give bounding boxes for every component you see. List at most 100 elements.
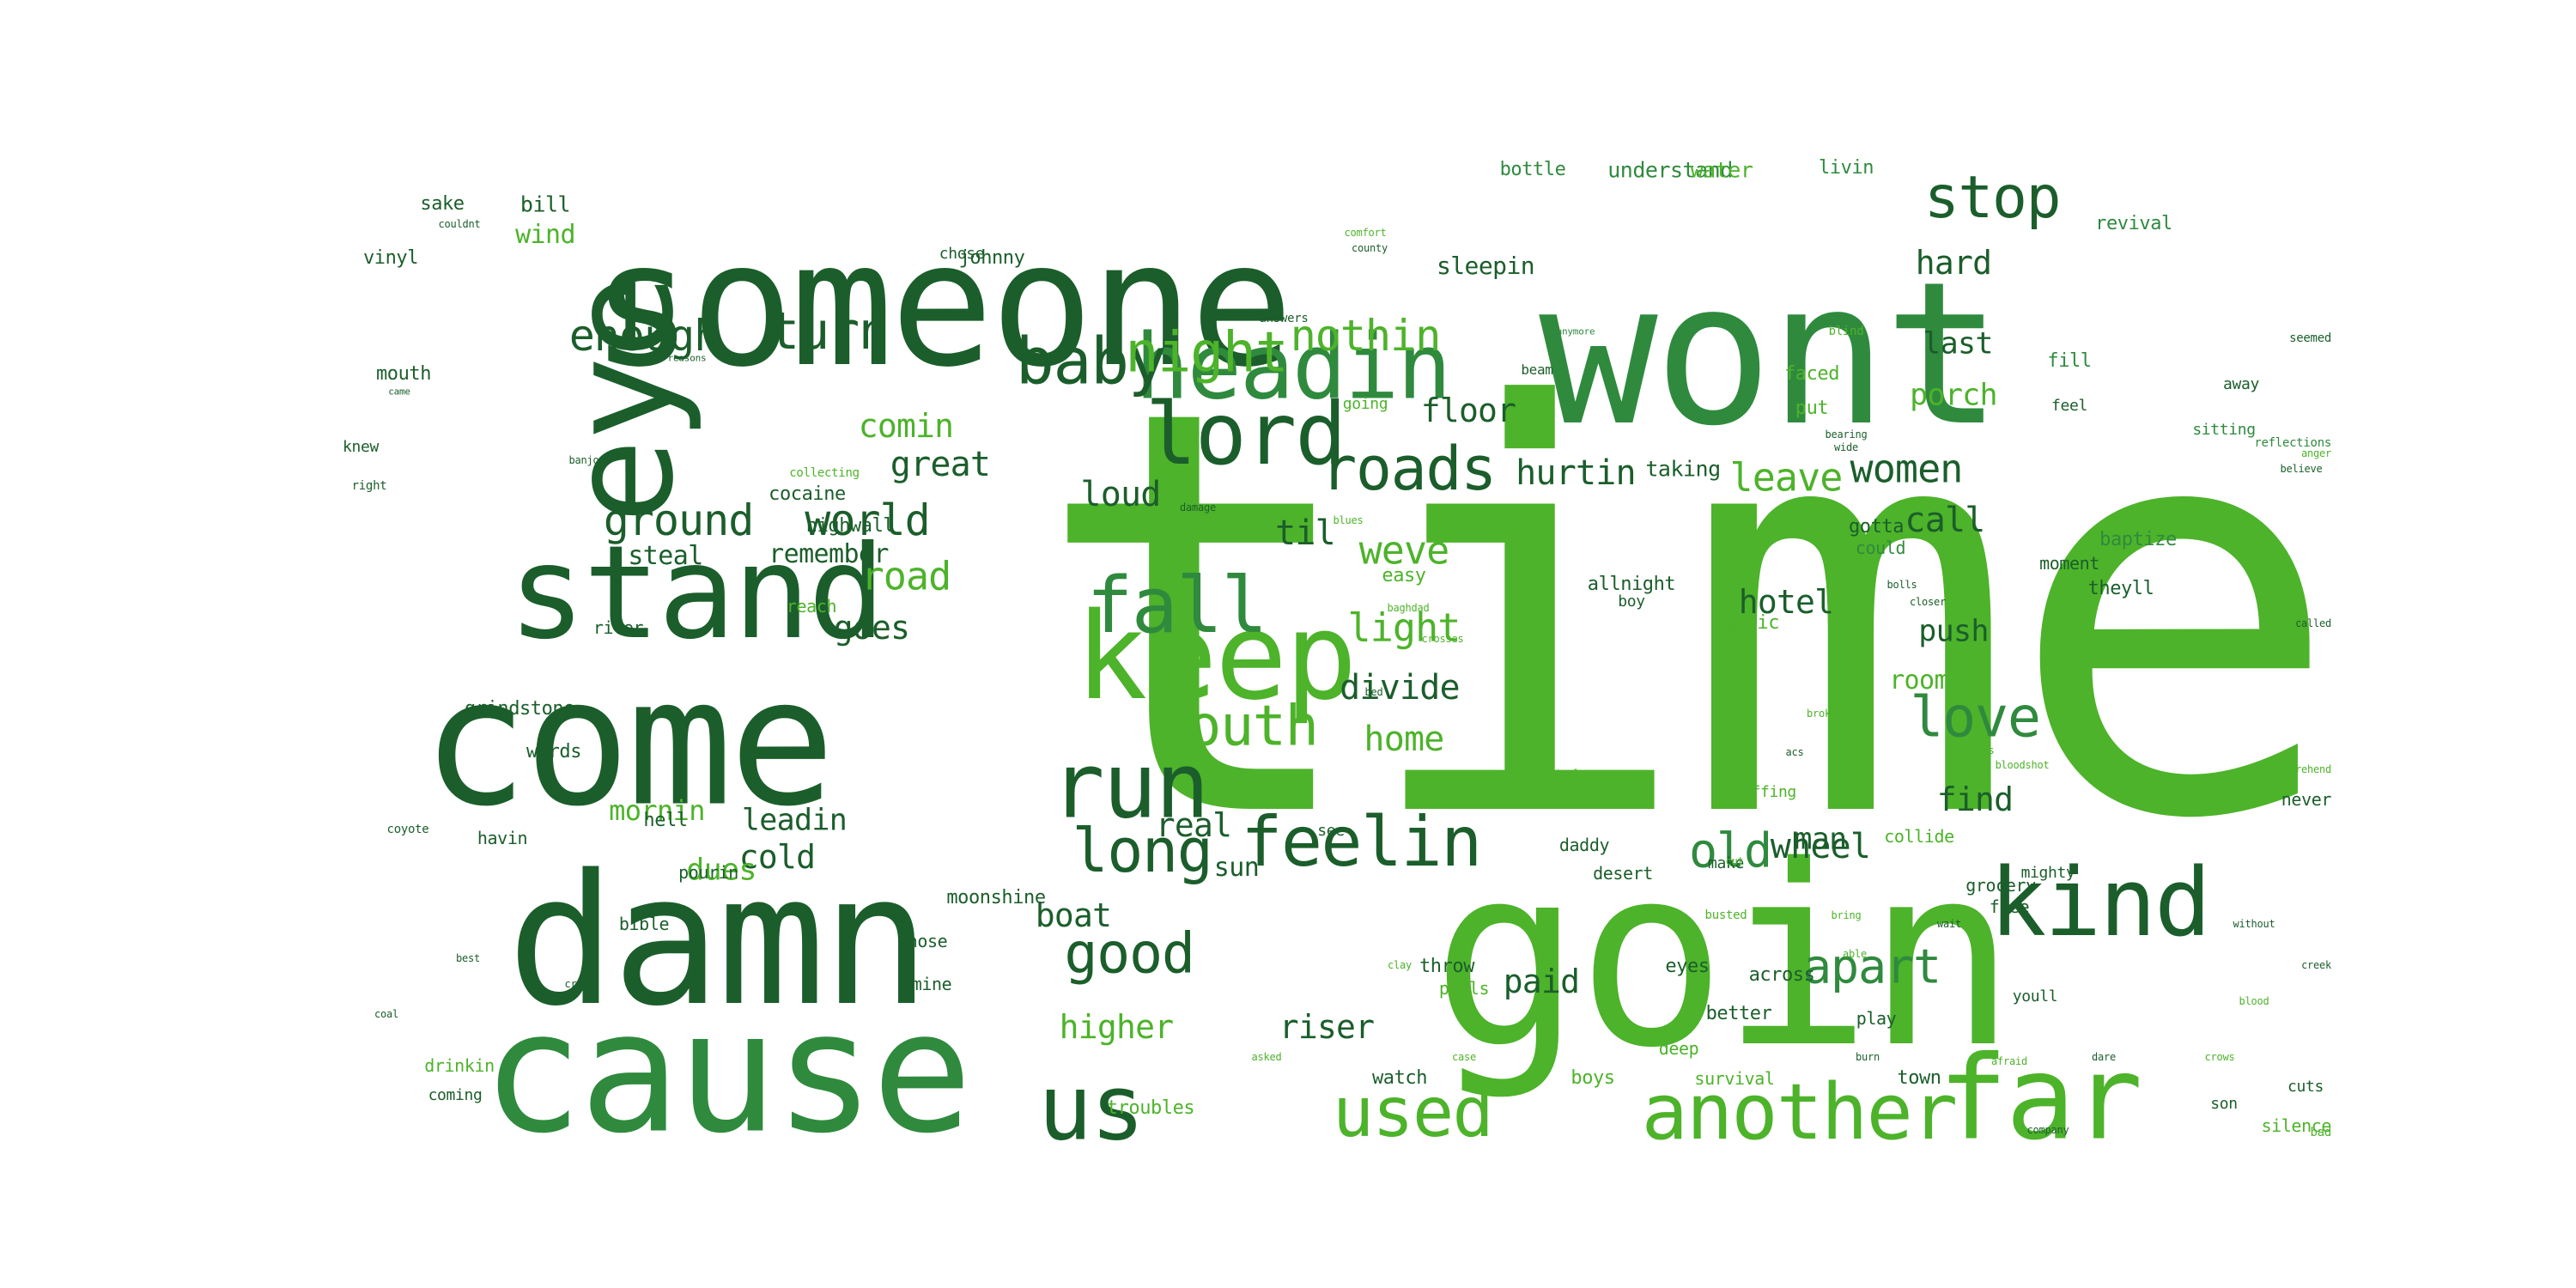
cloud-word-road: road xyxy=(860,553,952,599)
cloud-word-wheel: wheel xyxy=(1770,827,1871,866)
cloud-word-nothin: nothin xyxy=(1290,311,1442,361)
cloud-word-baghdad: baghdad xyxy=(1387,602,1430,614)
cloud-word-apart: apart xyxy=(1802,939,1941,994)
cloud-word-us: us xyxy=(1037,1055,1145,1156)
cloud-word-bolls: bolls xyxy=(1886,579,1917,591)
cloud-word-leadin: leadin xyxy=(741,803,848,838)
cloud-word-troubles: troubles xyxy=(1106,1097,1195,1119)
cloud-word-old: old xyxy=(1688,823,1772,878)
cloud-word-silence: silence xyxy=(2261,1115,2332,1136)
cloud-word-wide: wide xyxy=(1834,441,1858,453)
cloud-word-reflections: reflections xyxy=(2254,436,2331,450)
cloud-word-river: river xyxy=(592,617,644,638)
cloud-word-comin: comin xyxy=(858,407,954,445)
cloud-word-watch: watch xyxy=(1371,1067,1428,1089)
cloud-word-blind: blind xyxy=(1828,325,1864,338)
cloud-word-bearing: bearing xyxy=(1825,428,1868,440)
cloud-word-nose: nose xyxy=(907,931,948,951)
cloud-word-sniffing: sniffing xyxy=(1724,783,1796,801)
cloud-word-better: better xyxy=(1705,1003,1772,1024)
cloud-word-case: case xyxy=(1452,1051,1476,1063)
cloud-word-chose: chose xyxy=(939,245,985,263)
cloud-word-company: company xyxy=(2026,1124,2069,1136)
cloud-word-havin: havin xyxy=(477,828,528,848)
cloud-word-control: control xyxy=(1537,768,1580,780)
cloud-word-enough: enough xyxy=(568,311,720,361)
cloud-word-gotta: gotta xyxy=(1848,516,1905,538)
cloud-word-wind: wind xyxy=(515,220,575,250)
cloud-word-man: man xyxy=(1794,822,1847,857)
cloud-word-crosses: crosses xyxy=(1421,633,1464,645)
cloud-word-drinkin: drinkin xyxy=(424,1055,495,1076)
cloud-word-could: could xyxy=(1855,538,1906,558)
cloud-word-early: early xyxy=(1629,905,1660,917)
cloud-word-stop: stop xyxy=(1923,164,2062,232)
cloud-word-goes: goes xyxy=(833,609,910,647)
cloud-word-women: women xyxy=(1850,446,1964,492)
cloud-word-baptize: baptize xyxy=(2099,529,2177,550)
cloud-word-another: another xyxy=(1641,1067,1959,1156)
cloud-word-easy: easy xyxy=(1382,565,1426,586)
cloud-word-hurtin: hurtin xyxy=(1516,453,1637,493)
cloud-word-riser: riser xyxy=(1279,1008,1375,1046)
cloud-word-fill: fill xyxy=(2047,350,2092,372)
cloud-word-eyes: eyes xyxy=(1665,956,1710,977)
cloud-word-damn: damn xyxy=(507,835,931,1046)
cloud-word-turn: turn xyxy=(769,301,890,361)
cloud-word-south: south xyxy=(1155,694,1318,759)
cloud-word-night: night xyxy=(1125,320,1288,386)
cloud-word-believe: believe xyxy=(2280,463,2323,475)
cloud-word-play: play xyxy=(1856,1008,1897,1029)
cloud-word-last: last xyxy=(1923,326,1993,361)
cloud-word-revival: revival xyxy=(2095,213,2172,234)
cloud-word-broken: broken xyxy=(1807,708,1843,720)
cloud-word-goin: goin xyxy=(1431,813,2016,1103)
cloud-word-push: push xyxy=(1918,614,1989,649)
cloud-word-feel: feel xyxy=(2051,397,2087,415)
cloud-word-survival: survival xyxy=(1694,1068,1775,1089)
cloud-word-divide: divide xyxy=(1340,668,1461,708)
cloud-word-boy: boy xyxy=(1618,592,1645,611)
cloud-word-bad: bad xyxy=(2310,1126,2331,1139)
cloud-word-bottle: bottle xyxy=(1499,159,1566,180)
cloud-word-youll: youll xyxy=(2012,987,2058,1005)
cloud-word-water: water xyxy=(1690,157,1753,183)
cloud-word-asked: asked xyxy=(1251,1051,1282,1063)
cloud-word-allnight: allnight xyxy=(1587,574,1676,595)
cloud-word-damage: damage xyxy=(1180,501,1216,513)
cloud-word-come: come xyxy=(422,641,835,846)
cloud-word-vinyl: vinyl xyxy=(362,247,419,269)
cloud-word-ground: ground xyxy=(603,495,755,545)
cloud-word-see: see xyxy=(1317,822,1345,840)
cloud-word-mornin: mornin xyxy=(609,794,705,827)
cloud-word-sitting: sitting xyxy=(2192,421,2256,439)
cloud-word-theyll: theyll xyxy=(2087,578,2154,599)
cloud-word-remember: remember xyxy=(769,539,889,569)
cloud-word-cause: cause xyxy=(482,975,972,1156)
cloud-word-dues: dues xyxy=(686,853,756,888)
cloud-word-fall: fall xyxy=(1086,561,1267,651)
cloud-word-town: town xyxy=(1897,1067,1941,1089)
cloud-word-moonshine: moonshine xyxy=(946,887,1046,908)
cloud-word-seemed: seemed xyxy=(2289,331,2331,345)
cloud-word-higher: higher xyxy=(1059,1008,1174,1046)
cloud-word-bring: bring xyxy=(1831,909,1862,921)
cloud-word-bloodshot: bloodshot xyxy=(1995,759,2050,771)
cloud-word-real: real xyxy=(1155,806,1232,844)
cloud-word-comfort: comfort xyxy=(1344,227,1387,239)
cloud-word-boys: boys xyxy=(1571,1067,1615,1089)
cloud-word-mighty: mighty xyxy=(2020,864,2075,882)
word-cloud: time someone wont goin eye come damn cause stand… xyxy=(339,143,2331,1156)
cloud-word-free: free xyxy=(1989,896,2030,917)
cloud-word-pourin: pourin xyxy=(678,862,738,883)
cloud-word-grocery: grocery xyxy=(1965,875,2036,896)
cloud-word-kind: kind xyxy=(1989,848,2211,957)
cloud-word-highwall: highwall xyxy=(805,515,895,537)
cloud-word-pills: pills xyxy=(1438,978,1490,999)
cloud-word-steal: steal xyxy=(628,541,703,571)
cloud-word-coming: coming xyxy=(428,1086,483,1104)
cloud-word-feelin: feelin xyxy=(1241,802,1482,882)
cloud-word-cuts: cuts xyxy=(2287,1078,2324,1096)
cloud-word-world: world xyxy=(805,495,931,545)
cloud-word-livin: livin xyxy=(1818,157,1874,179)
